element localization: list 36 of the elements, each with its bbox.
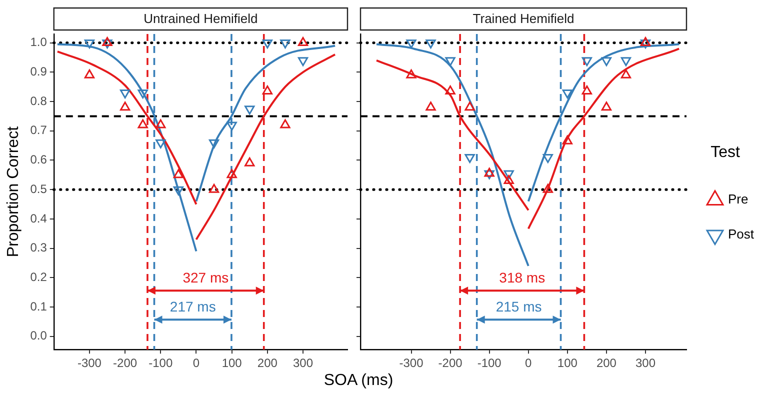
y-tick-label: 0.2 xyxy=(30,270,48,284)
x-tick-label: 0 xyxy=(192,356,200,370)
y-tick-label: 0.1 xyxy=(30,299,48,314)
x-tick-label: 200 xyxy=(257,356,278,370)
x-tick-label: 300 xyxy=(292,356,314,370)
x-tick-label: 100 xyxy=(222,356,242,370)
x-tick-label: -200 xyxy=(113,356,138,370)
y-tick-label: 0.5 xyxy=(30,182,48,196)
annotation: 217 ms xyxy=(170,298,216,314)
y-tick-label: 0.4 xyxy=(30,211,48,226)
x-tick-label: -100 xyxy=(477,356,502,370)
y-tick-label: 0.9 xyxy=(30,64,48,78)
x-tick-label: 300 xyxy=(635,356,656,370)
annotation: 215 ms xyxy=(496,298,542,314)
x-tick-label: 0 xyxy=(525,356,532,370)
legend-title: Test xyxy=(710,144,740,161)
y-tick-label: 0.0 xyxy=(30,328,48,343)
x-tick-label: -200 xyxy=(438,356,463,370)
x-tick-label: 200 xyxy=(596,356,617,370)
x-tick-label: -100 xyxy=(148,356,173,370)
y-axis-title: Proportion Correct xyxy=(5,126,22,258)
y-tick-label: 1.0 xyxy=(30,35,48,50)
y-tick-label: 0.6 xyxy=(30,152,48,167)
x-tick-label: -300 xyxy=(399,356,424,370)
chart-title: Trained Hemifield xyxy=(472,11,574,26)
x-axis-title: SOA (ms) xyxy=(322,372,394,390)
y-tick-label: 0.7 xyxy=(30,123,48,138)
y-tick-label: 0.3 xyxy=(30,240,48,255)
y-tick-label: 0.8 xyxy=(30,94,48,108)
legend-label: Pre xyxy=(728,192,748,207)
chart-title: Untrained Hemifield xyxy=(144,11,258,26)
annotation: 327 ms xyxy=(182,269,229,286)
annotation: 318 ms xyxy=(499,269,546,286)
legend-label: Post xyxy=(728,226,754,242)
x-tick-label: 100 xyxy=(557,356,578,370)
x-tick-label: -300 xyxy=(77,356,102,370)
